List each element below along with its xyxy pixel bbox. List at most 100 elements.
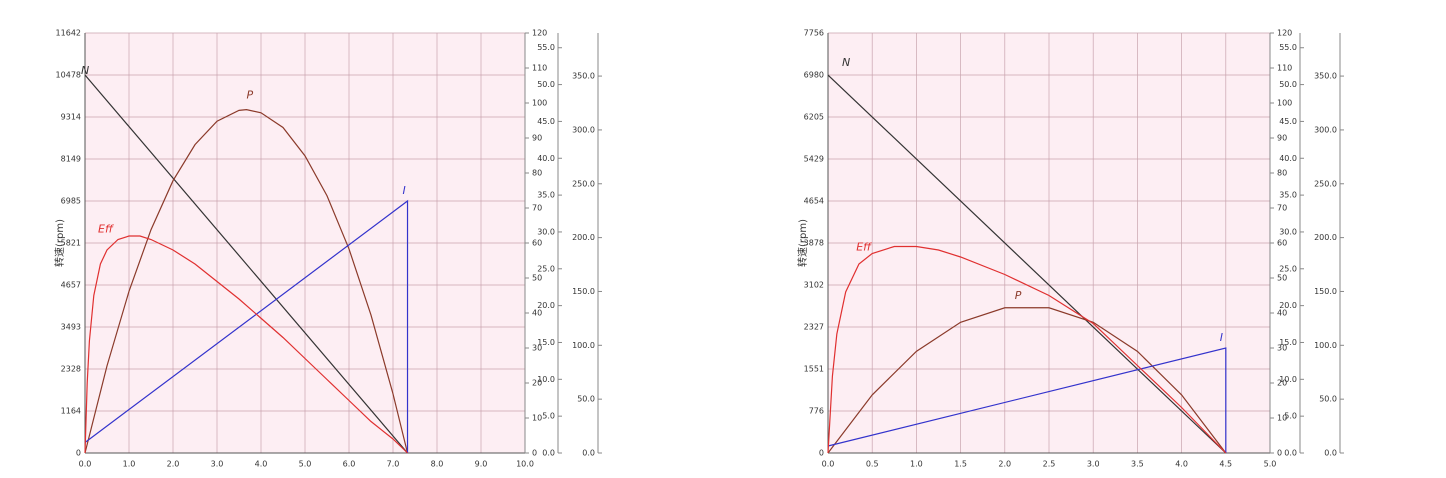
y2-tick-label: 30 bbox=[1277, 344, 1287, 353]
y3-tick-label: 50.0 bbox=[1279, 80, 1297, 89]
y4-tick-label: 0.0 bbox=[582, 449, 595, 458]
x-tick-label: 3.0 bbox=[211, 460, 224, 469]
y-tick-label: 4657 bbox=[61, 280, 81, 289]
y3-tick-label: 45.0 bbox=[1279, 117, 1297, 126]
y3-tick-label: 25.0 bbox=[1279, 264, 1297, 273]
y2-tick-label: 80 bbox=[532, 169, 542, 178]
series-label: I bbox=[403, 184, 406, 197]
y4-tick-label: 250.0 bbox=[1314, 179, 1337, 188]
y4-tick-label: 200.0 bbox=[572, 233, 595, 242]
x-tick-label: 0.0 bbox=[79, 460, 92, 469]
x-tick-label: 1.0 bbox=[910, 460, 923, 469]
y2-tick-label: 20 bbox=[1277, 379, 1287, 388]
y3-tick-label: 35.0 bbox=[1279, 191, 1297, 200]
y3-tick-label: 40.0 bbox=[1279, 154, 1297, 163]
y3-tick-label: 5.0 bbox=[542, 412, 555, 421]
y4-tick-label: 150.0 bbox=[572, 287, 595, 296]
y3-tick-label: 5.0 bbox=[1284, 412, 1297, 421]
x-tick-label: 0.0 bbox=[822, 460, 835, 469]
y4-tick-label: 150.0 bbox=[1314, 287, 1337, 296]
x-tick-label: 4.5 bbox=[1219, 460, 1232, 469]
y2-tick-label: 20 bbox=[532, 379, 542, 388]
y2-tick-label: 10 bbox=[1277, 414, 1287, 423]
series-line bbox=[827, 74, 1227, 454]
y3-tick-label: 30.0 bbox=[1279, 227, 1297, 236]
x-tick-label: 9.0 bbox=[475, 460, 488, 469]
y-tick-label: 3102 bbox=[804, 281, 824, 290]
y4-tick-label: 0.0 bbox=[1324, 449, 1337, 458]
series-label: Eff bbox=[98, 223, 114, 236]
x-tick-label: 6.0 bbox=[343, 460, 356, 469]
y3-tick-label: 20.0 bbox=[1279, 301, 1297, 310]
y4-tick-label: 300.0 bbox=[572, 125, 595, 134]
x-tick-label: 4.0 bbox=[255, 460, 268, 469]
y3-tick-label: 10.0 bbox=[537, 375, 555, 384]
y4-tick-label: 200.0 bbox=[1314, 233, 1337, 242]
x-tick-label: 5.0 bbox=[1264, 460, 1277, 469]
series-line bbox=[84, 109, 409, 454]
y3-tick-label: 15.0 bbox=[537, 338, 555, 347]
series-line bbox=[827, 347, 1227, 453]
y-tick-label: 7756 bbox=[804, 29, 824, 38]
y3-tick-label: 30.0 bbox=[537, 227, 555, 236]
y2-tick-label: 110 bbox=[532, 64, 547, 73]
y4-tick-label: 350.0 bbox=[1314, 72, 1337, 81]
y-tick-label: 3493 bbox=[61, 322, 81, 331]
y-axis-label: 转速(rpm) bbox=[796, 219, 809, 267]
y3-tick-label: 50.0 bbox=[537, 80, 555, 89]
y4-tick-label: 300.0 bbox=[1314, 125, 1337, 134]
y3-tick-label: 55.0 bbox=[537, 43, 555, 52]
y2-tick-label: 50 bbox=[1277, 274, 1287, 283]
y-tick-label: 6205 bbox=[804, 112, 824, 121]
y2-tick-label: 50 bbox=[532, 274, 542, 283]
y2-tick-label: 80 bbox=[1277, 169, 1287, 178]
y2-tick-label: 40 bbox=[1277, 309, 1287, 318]
y-tick-label: 6985 bbox=[61, 197, 81, 206]
series-label: Eff bbox=[856, 241, 872, 254]
series-label: P bbox=[246, 89, 253, 102]
x-tick-label: 1.5 bbox=[954, 460, 967, 469]
series-line bbox=[84, 199, 409, 453]
y3-tick-label: 15.0 bbox=[1279, 338, 1297, 347]
y2-tick-label: 120 bbox=[532, 29, 547, 38]
y-tick-label: 4654 bbox=[804, 196, 824, 205]
series-label: I bbox=[1220, 331, 1223, 344]
y-tick-label: 8149 bbox=[61, 155, 81, 164]
x-tick-label: 0.5 bbox=[866, 460, 879, 469]
y2-tick-label: 120 bbox=[1277, 29, 1292, 38]
y2-tick-label: 40 bbox=[532, 309, 542, 318]
y2-tick-label: 10 bbox=[532, 414, 542, 423]
x-tick-label: 10.0 bbox=[516, 460, 534, 469]
x-tick-label: 1.0 bbox=[123, 460, 136, 469]
x-tick-label: 2.5 bbox=[1043, 460, 1056, 469]
y-tick-label: 776 bbox=[809, 406, 824, 415]
series-label: N bbox=[81, 64, 89, 77]
y2-tick-label: 70 bbox=[1277, 204, 1287, 213]
x-tick-label: 3.0 bbox=[1087, 460, 1100, 469]
y3-tick-label: 20.0 bbox=[537, 301, 555, 310]
y4-tick-label: 100.0 bbox=[1314, 341, 1337, 350]
y-tick-label: 5429 bbox=[804, 155, 824, 164]
y2-tick-label: 100 bbox=[532, 99, 547, 108]
y-tick-label: 2327 bbox=[804, 322, 824, 331]
series-line bbox=[84, 74, 408, 454]
x-tick-label: 2.0 bbox=[998, 460, 1011, 469]
y-tick-label: 5821 bbox=[61, 239, 81, 248]
y2-tick-label: 90 bbox=[1277, 134, 1287, 143]
y-axis-label: 转速(rpm) bbox=[53, 219, 66, 267]
y3-tick-label: 0.0 bbox=[542, 449, 555, 458]
y4-tick-label: 50.0 bbox=[577, 395, 595, 404]
x-tick-label: 7.0 bbox=[387, 460, 400, 469]
y2-tick-label: 70 bbox=[532, 204, 542, 213]
y-tick-label: 11642 bbox=[56, 29, 81, 38]
series-line bbox=[827, 245, 1227, 454]
y2-tick-label: 60 bbox=[532, 239, 542, 248]
series-label: P bbox=[1015, 289, 1022, 302]
series-line bbox=[827, 307, 1227, 454]
series-label: N bbox=[842, 56, 850, 69]
y2-tick-label: 100 bbox=[1277, 99, 1292, 108]
y3-tick-label: 35.0 bbox=[537, 191, 555, 200]
y4-tick-label: 100.0 bbox=[572, 341, 595, 350]
y3-tick-label: 45.0 bbox=[537, 117, 555, 126]
